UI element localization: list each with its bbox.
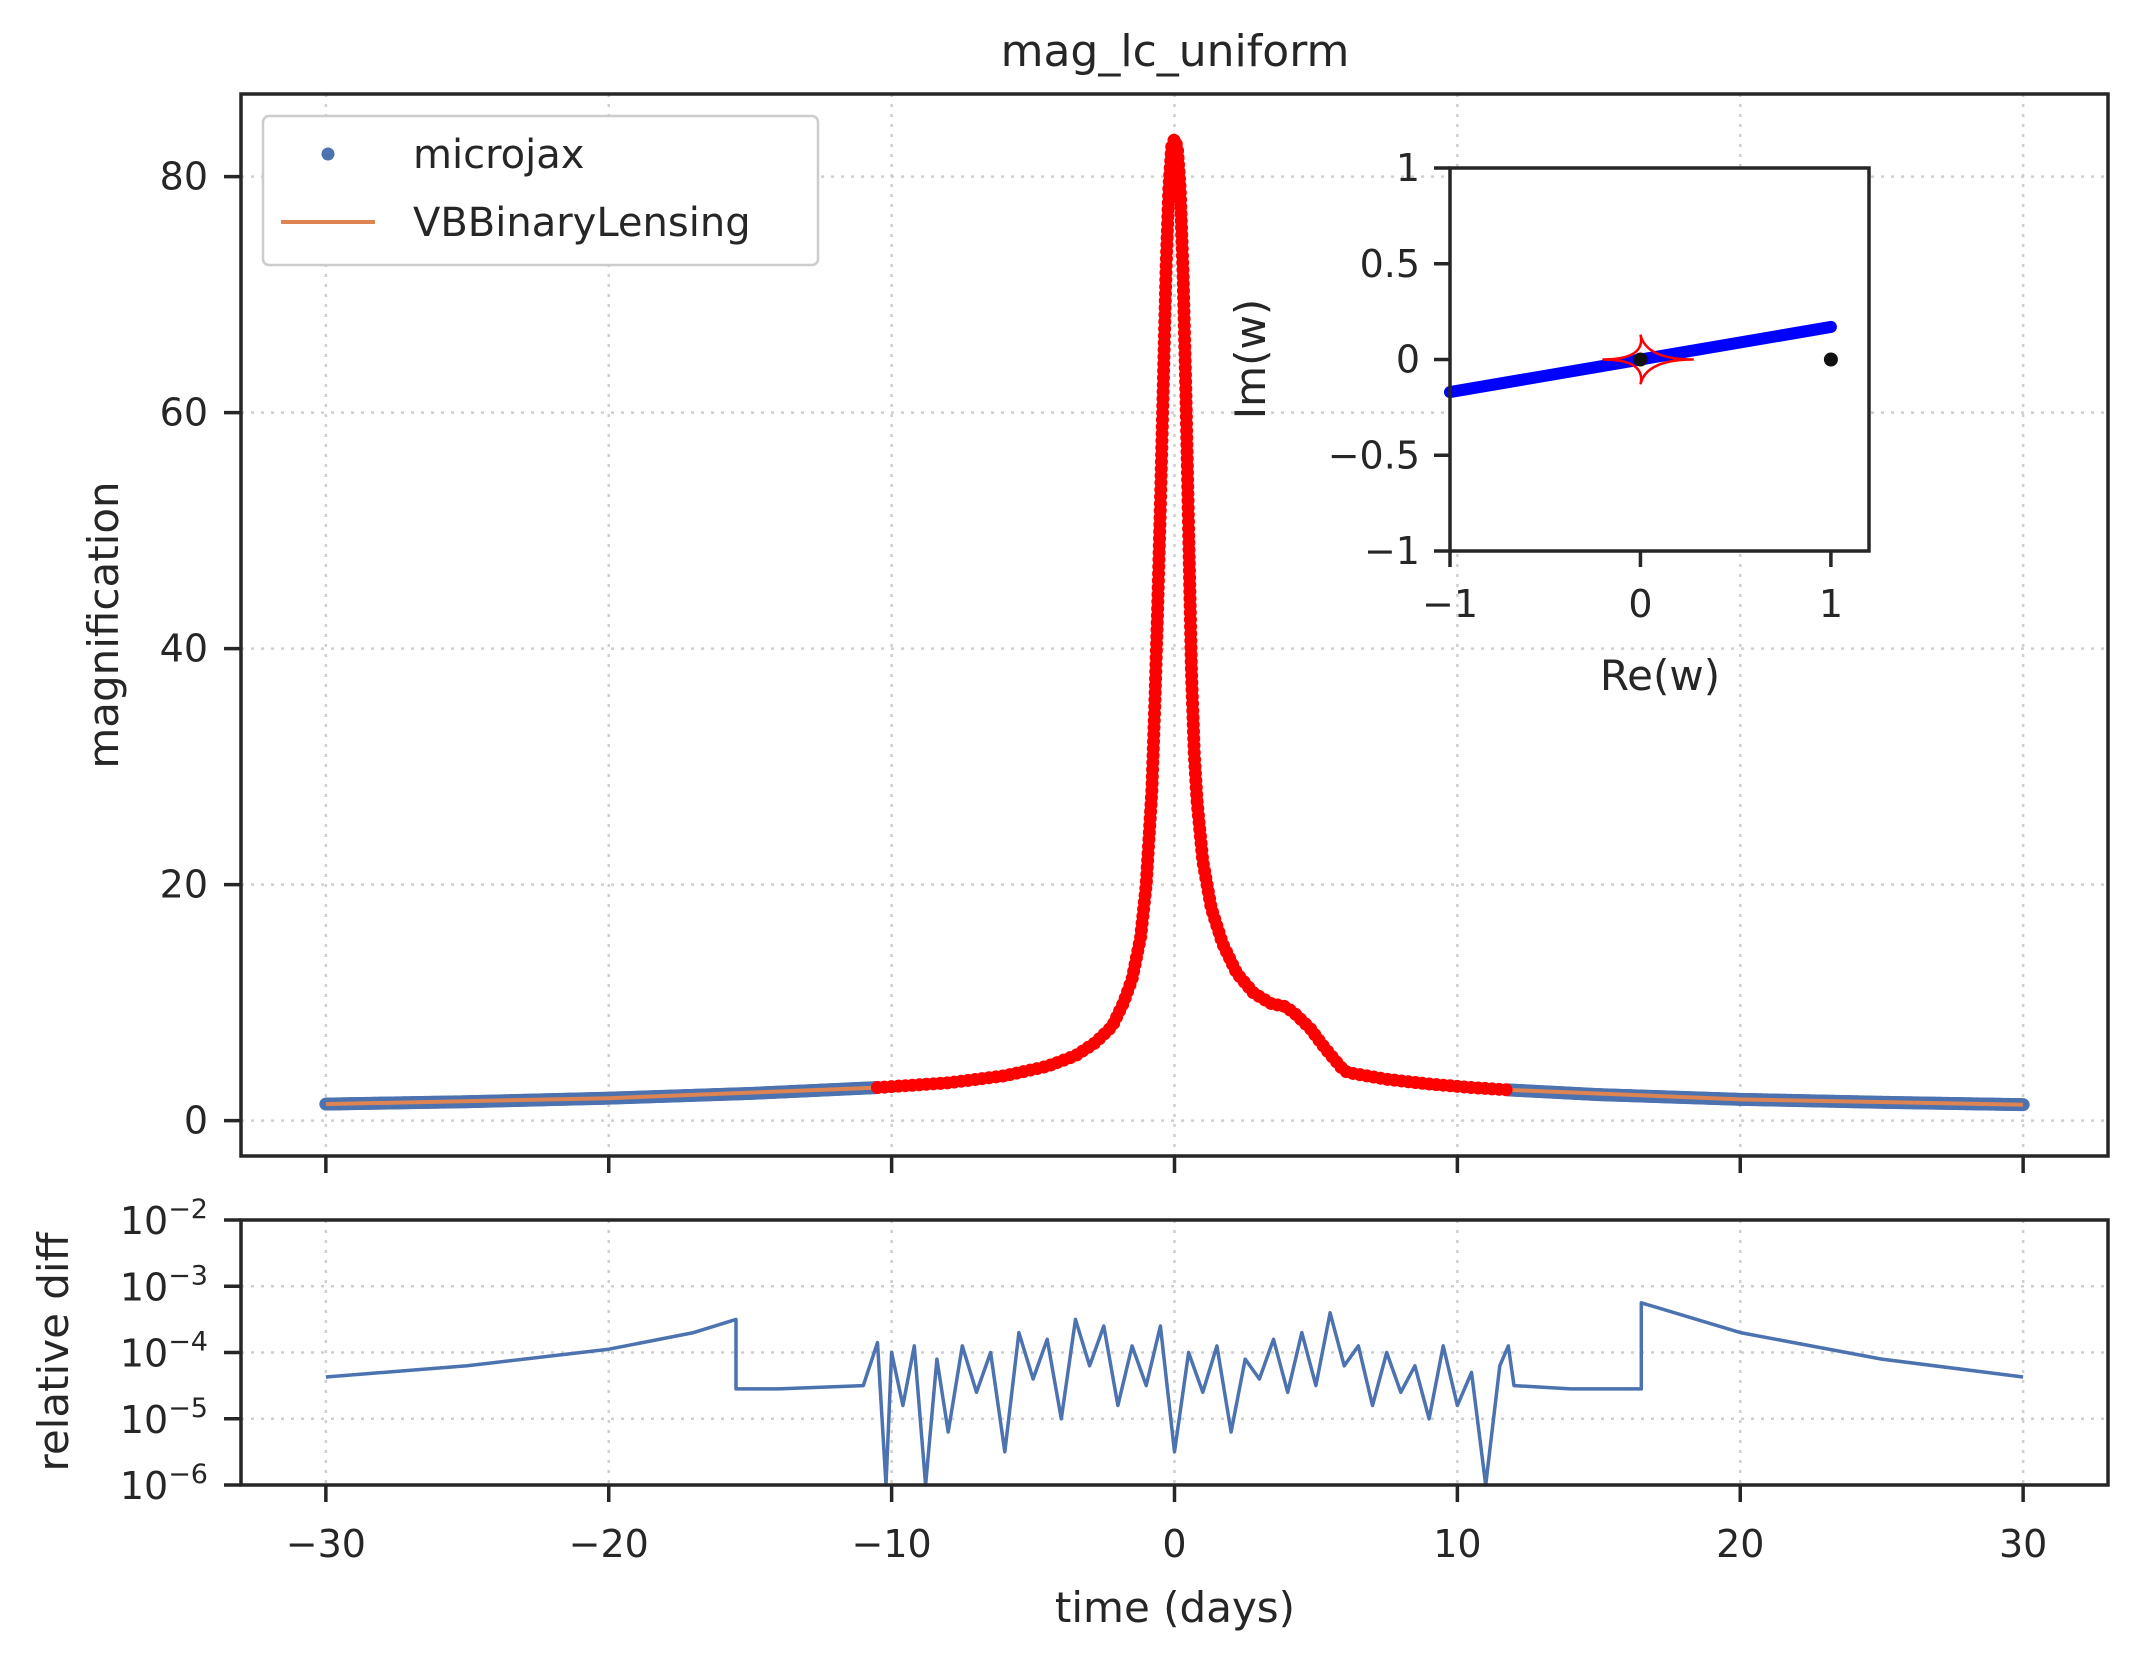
microjax-point <box>2016 1098 2030 1112</box>
inset-x-tick-label: 1 <box>1819 582 1843 626</box>
inset-y-tick-label: 0.5 <box>1360 242 1420 286</box>
inset-x-tick-label: 0 <box>1628 582 1652 626</box>
main-series-group <box>319 132 2030 1112</box>
main-y-axis-label: magnification <box>79 481 128 768</box>
bottom-x-tick-label: −10 <box>852 1522 932 1566</box>
main-plot-panel: 0 20 40 60 80 mag_lc_uniform magnification m… <box>79 26 2110 1173</box>
bottom-series-group <box>325 1301 2024 1487</box>
lens-position <box>1633 352 1648 367</box>
bottom-y-tick-label: 10−4 <box>120 1327 208 1376</box>
bottom-x-tick-label: 10 <box>1433 1522 1481 1566</box>
main-y-axis: 0 20 40 60 80 <box>160 155 241 1143</box>
bottom-grid <box>241 1220 2108 1485</box>
bottom-x-tick-label: 30 <box>1999 1522 2047 1566</box>
main-y-tick-label: 40 <box>160 627 208 671</box>
inset-y-tick-label: −1 <box>1364 529 1420 573</box>
inset-x-tick-label: −1 <box>1422 582 1478 626</box>
main-x-ticks <box>324 1156 2025 1173</box>
bottom-y-tick-label: 10−6 <box>120 1459 208 1508</box>
bottom-x-tick-label: −30 <box>286 1522 366 1566</box>
legend-label-vbbinarylensing: VBBinaryLensing <box>413 200 751 246</box>
bottom-x-axis: −30 −20 −10 0 10 20 30 <box>286 1485 2047 1566</box>
inset-x-axis: −1 0 1 <box>1422 551 1843 626</box>
bottom-x-tick-label: −20 <box>569 1522 649 1566</box>
bottom-x-tick-label: 20 <box>1716 1522 1764 1566</box>
inset-plot-panel: −1 −0.5 0 0.5 1 −1 0 1 Im(w) Re(w) <box>1226 146 1871 700</box>
inset-series-group <box>1444 320 1838 399</box>
legend-box <box>261 114 820 267</box>
bottom-x-axis-label: time (days) <box>1055 1583 1295 1632</box>
bottom-y-axis-label: relative diff <box>29 1231 78 1471</box>
bottom-y-tick-label: 10−2 <box>120 1194 208 1243</box>
legend: microjax VBBinaryLensing <box>261 114 820 267</box>
legend-label-microjax: microjax <box>413 132 584 178</box>
bottom-y-axis: 10−2 10−3 10−4 10−5 10−6 <box>120 1194 241 1508</box>
microjax-point-red <box>1499 1083 1513 1097</box>
main-chart-title: mag_lc_uniform <box>1001 26 1350 77</box>
inset-y-tick-label: −0.5 <box>1328 433 1420 477</box>
bottom-x-tick-label: 0 <box>1162 1522 1186 1566</box>
inset-y-tick-label: 0 <box>1396 338 1420 382</box>
inset-y-axis: −1 −0.5 0 0.5 1 <box>1328 146 1450 573</box>
main-y-tick-label: 80 <box>160 155 208 199</box>
relative-diff-panel: 10−2 10−3 10−4 10−5 10−6 −30 −20 −10 0 10 20 30 re… <box>29 1194 2110 1632</box>
main-y-tick-label: 60 <box>160 391 208 435</box>
inset-y-axis-label: Im(w) <box>1226 299 1275 419</box>
inset-y-tick-label: 1 <box>1396 146 1420 190</box>
relative-diff-line <box>325 1301 2024 1487</box>
main-y-tick-label: 20 <box>160 863 208 907</box>
bottom-y-tick-label: 10−5 <box>120 1393 208 1442</box>
main-y-tick-label: 0 <box>184 1099 208 1143</box>
lens-position <box>1823 352 1838 367</box>
legend-marker-microjax <box>321 147 335 161</box>
inset-x-axis-label: Re(w) <box>1600 651 1720 700</box>
bottom-y-tick-label: 10−3 <box>120 1260 208 1309</box>
